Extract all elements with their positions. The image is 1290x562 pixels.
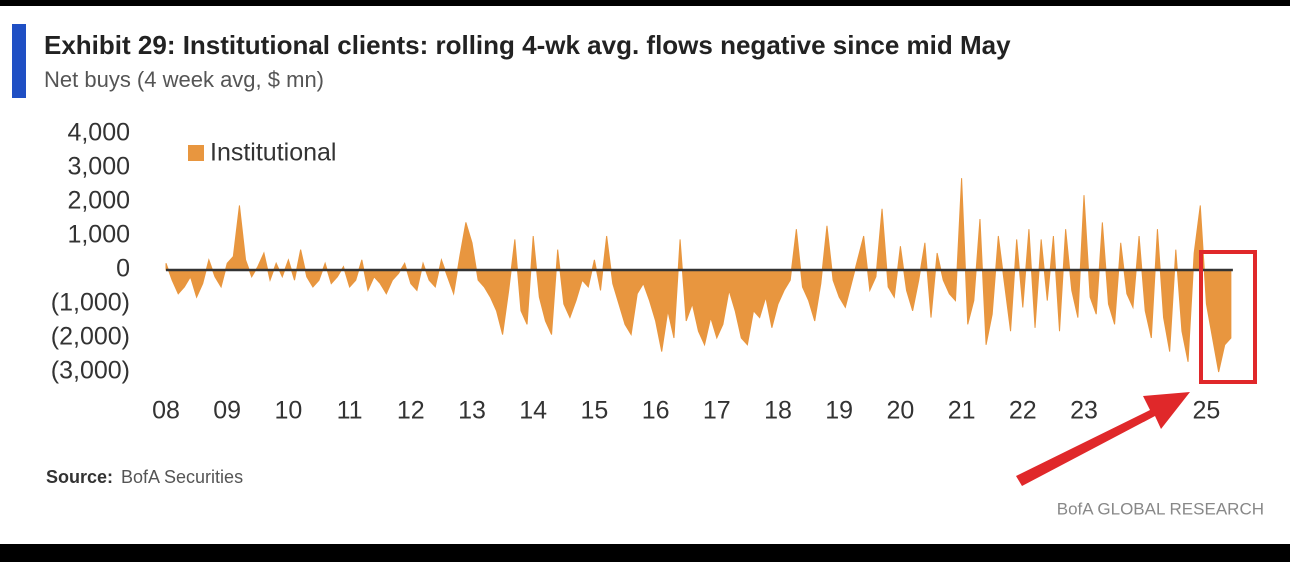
legend-swatch <box>188 145 204 161</box>
brand: BofA GLOBAL RESEARCH <box>1057 499 1264 518</box>
x-tick-label: 18 <box>764 397 792 425</box>
source: BofA Securities <box>121 467 243 487</box>
accent-bar <box>12 24 26 98</box>
highlight-box <box>1199 250 1257 384</box>
legend-label: Institutional <box>210 139 336 167</box>
y-tick-label: (1,000) <box>51 289 130 317</box>
y-tick-label: (2,000) <box>51 323 130 351</box>
chart-subtitle: Net buys (4 week avg, $ mn) <box>44 67 324 92</box>
x-tick-label: 09 <box>213 397 241 425</box>
x-tick-label: 10 <box>274 397 302 425</box>
x-tick-label: 22 <box>1009 397 1037 425</box>
x-tick-label: 11 <box>337 397 363 425</box>
chart-title: Exhibit 29: Institutional clients: rolli… <box>44 30 1011 60</box>
x-tick-label: 20 <box>886 397 914 425</box>
area <box>165 178 1232 373</box>
x-tick-label: 14 <box>519 397 547 425</box>
y-tick-label: 4,000 <box>67 119 130 147</box>
y-tick-label: 2,000 <box>67 187 130 215</box>
x-tick-label: 19 <box>825 397 853 425</box>
y-tick-label: 0 <box>116 255 130 283</box>
x-tick-label: 17 <box>703 397 731 425</box>
y-tick-label: 3,000 <box>67 153 130 181</box>
x-tick-label: 13 <box>458 397 486 425</box>
y-tick-label: 1,000 <box>67 221 130 249</box>
x-tick-label: 12 <box>397 397 425 425</box>
x-tick-label: 16 <box>642 397 670 425</box>
y-tick-label: (3,000) <box>51 357 130 385</box>
source-label: Source: <box>46 467 113 487</box>
x-tick-label: 08 <box>152 397 180 425</box>
x-tick-label: 23 <box>1070 397 1098 425</box>
x-tick-label: 21 <box>948 397 976 425</box>
x-tick-label: 15 <box>580 397 608 425</box>
arrow <box>1016 392 1190 486</box>
x-tick-label: 25 <box>1192 397 1220 425</box>
